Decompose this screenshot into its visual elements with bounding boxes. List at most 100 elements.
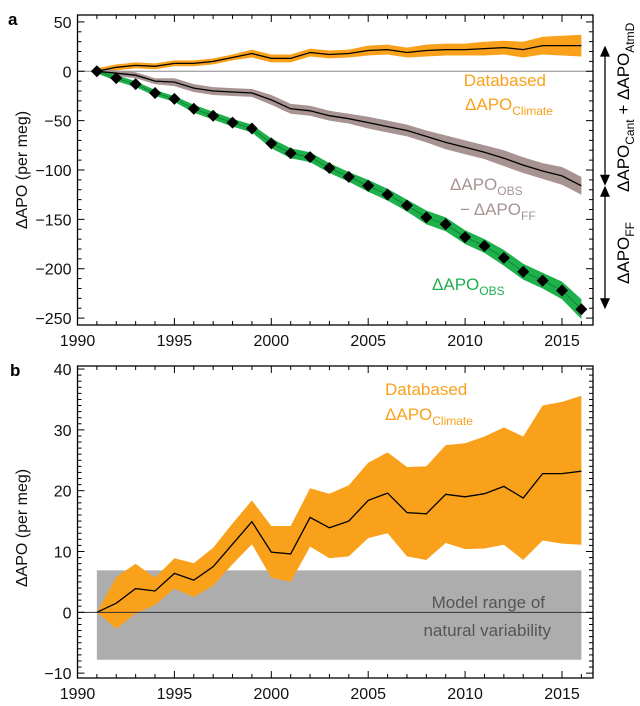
- obs-diamond-marker: [323, 162, 336, 175]
- obs-diamond-marker: [110, 72, 123, 85]
- arrow-label-atmd-sub: AtmD: [623, 22, 637, 52]
- obs-diamond-marker: [575, 303, 588, 316]
- x-tick-label: 2015: [544, 686, 580, 703]
- arrow-head-down-1: [600, 298, 610, 310]
- arrow-label-ff-main: ΔAPO: [614, 237, 633, 284]
- y-tick-label: 0: [63, 605, 72, 622]
- obs-diamond-marker: [478, 240, 491, 253]
- annotation-obs-minus-ff-main2: − ΔAPO: [460, 200, 521, 219]
- natural-variability-label-line2: natural variability: [423, 621, 551, 640]
- panel-b-bands: [96, 395, 582, 629]
- x-tick-label: 2000: [254, 686, 290, 703]
- obs-diamond-marker: [342, 170, 355, 183]
- obs-diamond-marker: [90, 65, 103, 78]
- y-tick-label: −250: [35, 311, 71, 328]
- annotation-obs-minus-ff-line2: − ΔAPOFF: [460, 200, 536, 223]
- x-tick-label: 2010: [447, 333, 483, 350]
- y-tick-label: −150: [35, 212, 71, 229]
- x-tick-label: 2010: [447, 686, 483, 703]
- obs-diamond-marker: [207, 109, 220, 122]
- obs-diamond-marker: [517, 265, 530, 278]
- y-tick-label: 0: [63, 64, 72, 81]
- arrow-head-up-0: [600, 45, 610, 57]
- annotation-climate-b-sub: Climate: [432, 414, 473, 428]
- obs-diamond-marker: [497, 251, 510, 264]
- y-tick-label: 50: [54, 15, 72, 32]
- arrow-label-cant-sub: Cant: [623, 119, 637, 145]
- annotation-climate-a: Databased ΔAPOClimate: [464, 71, 554, 118]
- x-tick-label: 2005: [350, 333, 386, 350]
- arrow-head-up-1: [600, 185, 610, 197]
- natural-variability-label-line1: Model range of: [432, 593, 546, 612]
- obs-diamond-marker: [555, 284, 568, 297]
- panel-b-lines: [77, 470, 593, 613]
- obs-diamond-marker: [168, 92, 181, 105]
- x-tick-label: 1990: [60, 686, 96, 703]
- annotation-obs-minus-ff-sub: OBS: [497, 184, 522, 198]
- x-tick-label: 1990: [60, 333, 96, 350]
- annotation-climate-line2: ΔAPOClimate: [465, 95, 553, 118]
- annotation-climate-b-line1: Databased: [385, 380, 467, 399]
- x-tick-label: 1995: [157, 686, 193, 703]
- y-tick-label: −100: [35, 163, 71, 180]
- band-climate-b: [96, 395, 582, 629]
- obs-diamond-marker: [265, 137, 278, 150]
- panel-b-label: b: [10, 361, 20, 380]
- annotation-climate-main: ΔAPO: [465, 95, 512, 114]
- arrow-label-ff-sub: FF: [623, 222, 637, 237]
- x-tick-label: 2015: [544, 333, 580, 350]
- y-tick-label: −200: [35, 262, 71, 279]
- panel-a-label: a: [8, 10, 18, 29]
- y-tick-label: 20: [54, 484, 72, 501]
- annotation-climate-line1: Databased: [464, 71, 546, 90]
- obs-diamond-marker: [149, 86, 162, 99]
- obs-diamond-marker: [420, 211, 433, 224]
- x-tick-label: 2005: [350, 686, 386, 703]
- annotation-obs-minus-ff-main: ΔAPO: [450, 175, 497, 194]
- obs-diamond-marker: [400, 199, 413, 212]
- line-obs_minus_ff: [96, 70, 582, 187]
- arrow-label-cant-main: ΔAPO: [614, 145, 633, 192]
- arrow-label-plus: + ΔAPO: [614, 53, 633, 120]
- line-climate-b: [96, 470, 582, 613]
- arrow-label-ff: ΔAPOFF: [614, 222, 637, 284]
- annotation-obs-main: ΔAPO: [432, 275, 479, 294]
- obs-diamond-marker: [129, 78, 142, 91]
- obs-diamond-marker: [439, 218, 452, 231]
- x-tick-label: 1995: [157, 333, 193, 350]
- obs-diamond-marker: [245, 122, 258, 135]
- obs-diamond-marker: [381, 188, 394, 201]
- y-tick-label: 40: [54, 362, 72, 379]
- obs-diamond-marker: [187, 102, 200, 115]
- side-arrows: [600, 45, 610, 310]
- plot-frame-b: [76, 365, 594, 679]
- annotation-obs-minus-ff-sub2: FF: [521, 209, 536, 223]
- y-tick-label: −50: [44, 114, 71, 131]
- panel-a-axes: 1990 1995 2000 2005 2010 2015 50 0 −50 −100 −150 −2…: [35, 14, 594, 350]
- annotation-obs-minus-ff-line1: ΔAPOOBS: [450, 175, 523, 198]
- line-climate: [96, 44, 582, 72]
- panel-a-markers: [90, 65, 588, 316]
- obs-diamond-marker: [362, 179, 375, 192]
- obs-diamond-marker: [536, 274, 549, 287]
- y-tick-label: 10: [54, 544, 72, 561]
- obs-diamond-marker: [226, 116, 239, 129]
- annotation-obs: ΔAPOOBS: [432, 275, 505, 298]
- panel-a-ylabel: ΔAPO (per meg): [14, 111, 31, 229]
- arrow-head-down-0: [600, 174, 610, 186]
- annotation-climate-b-main: ΔAPO: [385, 405, 432, 424]
- annotation-obs-line: ΔAPOOBS: [432, 275, 505, 298]
- x-tick-label: 2000: [254, 333, 290, 350]
- annotation-climate-b-line2: ΔAPOClimate: [385, 405, 473, 428]
- annotation-obs-minus-ff: ΔAPOOBS − ΔAPOFF: [450, 175, 536, 223]
- obs-diamond-marker: [459, 231, 472, 244]
- annotation-obs-sub: OBS: [479, 284, 504, 298]
- obs-diamond-marker: [304, 151, 317, 164]
- panel-a: a 1990 1995 2000 2005 2010 2015 50 0 −50 −100 −150…: [8, 10, 637, 350]
- y-tick-label: 30: [54, 423, 72, 440]
- annotation-climate-sub: Climate: [512, 104, 553, 118]
- arrow-label-cant-atmd: ΔAPOCant + ΔAPOAtmD: [614, 22, 637, 192]
